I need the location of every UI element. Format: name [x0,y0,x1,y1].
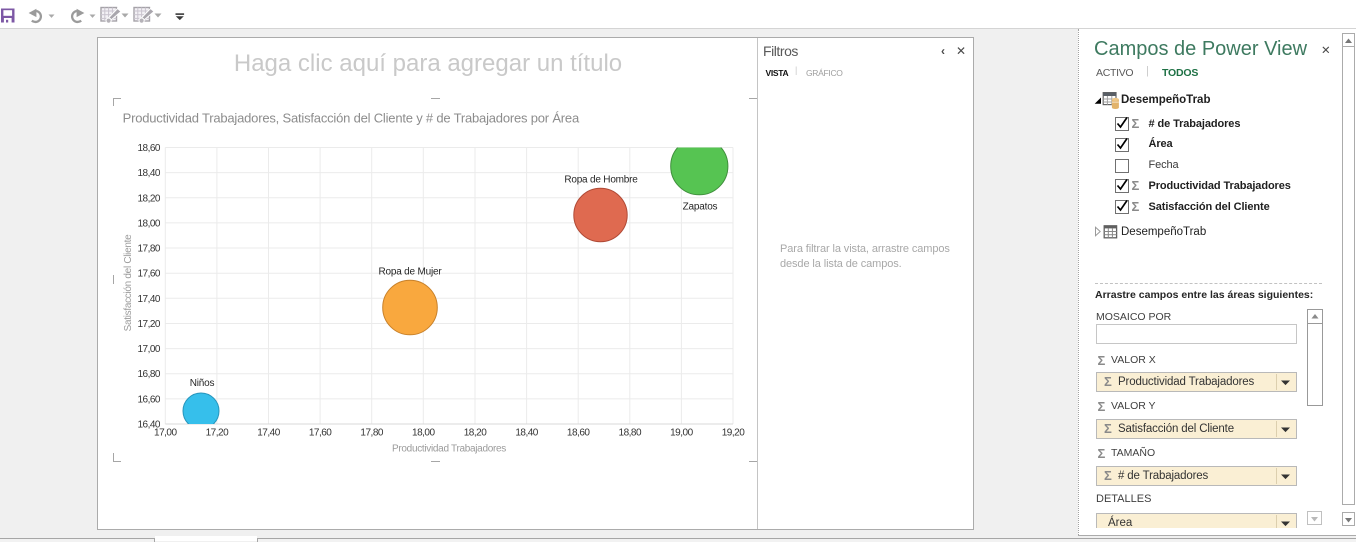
svg-text:17,60: 17,60 [137,269,160,280]
svg-text:17,00: 17,00 [137,344,160,355]
svg-text:17,20: 17,20 [206,428,229,439]
svg-text:Productividad Trabajadores, Sa: Productividad Trabajadores, Satisfacción… [123,110,580,125]
svg-text:17,80: 17,80 [137,244,160,255]
svg-text:18,00: 18,00 [412,428,435,439]
svg-text:18,20: 18,20 [464,428,487,439]
svg-text:17,40: 17,40 [137,294,160,305]
svg-text:19,20: 19,20 [722,428,745,439]
svg-text:Productividad Trabajadores: Productividad Trabajadores [392,444,506,455]
svg-text:18,40: 18,40 [515,428,538,439]
svg-text:16,60: 16,60 [137,394,160,405]
svg-text:18,40: 18,40 [137,168,160,179]
svg-text:17,40: 17,40 [257,428,280,439]
svg-text:16,80: 16,80 [137,369,160,380]
svg-text:19,00: 19,00 [670,428,693,439]
svg-text:Ropa de Hombre: Ropa de Hombre [564,175,638,186]
svg-text:Niños: Niños [190,378,215,389]
svg-text:18,60: 18,60 [567,428,590,439]
svg-text:17,60: 17,60 [309,428,332,439]
svg-text:17,20: 17,20 [137,319,160,330]
svg-text:17,00: 17,00 [154,428,177,439]
svg-text:18,80: 18,80 [619,428,642,439]
svg-text:18,20: 18,20 [137,193,160,204]
svg-text:18,60: 18,60 [137,143,160,154]
svg-text:16,40: 16,40 [137,420,160,431]
svg-text:18,00: 18,00 [137,218,160,229]
svg-text:Zapatos: Zapatos [683,202,718,213]
svg-text:Satisfacción del Cliente: Satisfacción del Cliente [123,234,134,331]
svg-text:17,80: 17,80 [360,428,383,439]
svg-text:Ropa de Mujer: Ropa de Mujer [379,267,443,278]
